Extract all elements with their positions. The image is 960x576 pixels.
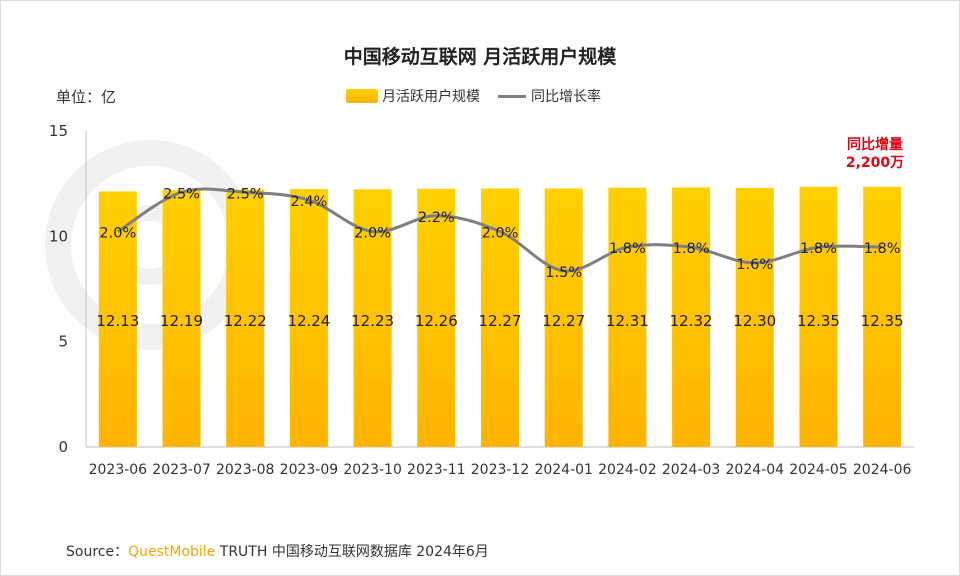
rate-point-label: 1.8% [800, 241, 837, 257]
y-tick-label: 15 [49, 122, 68, 140]
x-tick-label: 2023-12 [471, 462, 530, 478]
bar [672, 187, 711, 447]
bar-value-label: 12.26 [415, 312, 458, 330]
x-tick-label: 2024-06 [853, 462, 912, 478]
rate-point-label: 1.8% [673, 241, 710, 257]
bar-value-label: 12.35 [861, 312, 904, 330]
chart-title: 中国移动互联网 月活跃用户规模 [343, 46, 617, 68]
x-tick-label: 2023-08 [216, 462, 275, 478]
bar-value-label: 12.31 [606, 312, 649, 330]
bar-value-label: 12.32 [670, 312, 713, 330]
rate-point-label: 2.4% [291, 194, 328, 210]
rate-point-label: 2.5% [163, 186, 200, 202]
bar-value-label: 12.27 [479, 312, 522, 330]
legend-line-swatch [498, 94, 526, 98]
bar [98, 191, 137, 447]
bar-value-label: 12.22 [224, 312, 267, 330]
bar [863, 186, 902, 447]
y-tick-label: 0 [58, 438, 68, 456]
x-tick-label: 2024-01 [534, 462, 593, 478]
bar-value-label: 12.35 [797, 312, 840, 330]
x-tick-label: 2023-06 [89, 462, 148, 478]
bar [226, 189, 265, 447]
yoy-increase-annotation: 同比增量 2,200万 [830, 136, 920, 172]
x-tick-label: 2024-02 [598, 462, 657, 478]
bar [544, 188, 583, 447]
growth-rate-line [117, 187, 883, 273]
rate-point-label: 1.6% [736, 257, 773, 273]
rate-point-label: 2.0% [99, 226, 136, 242]
x-tick-label: 2023-09 [280, 462, 339, 478]
bar-value-label: 12.30 [733, 312, 776, 330]
bar [289, 189, 328, 448]
x-tick-label: 2023-10 [343, 462, 402, 478]
legend-line-label: 同比增长率 [531, 89, 601, 105]
x-tick-label: 2024-05 [789, 462, 848, 478]
bar-value-label: 12.13 [96, 312, 139, 330]
rate-point-label: 2.0% [482, 226, 519, 242]
bar-value-label: 12.24 [287, 312, 330, 330]
x-tick-label: 2023-11 [407, 462, 466, 478]
bar [799, 186, 838, 447]
legend-bar-swatch [346, 89, 378, 103]
rate-point-label: 1.8% [864, 241, 901, 257]
y-tick-label: 5 [58, 333, 68, 351]
rate-point-label: 1.8% [609, 241, 646, 257]
legend-bar-label: 月活跃用户规模 [382, 89, 480, 105]
x-tick-label: 2024-04 [726, 462, 785, 478]
source-note: Source：QuestMobile TRUTH 中国移动互联网数据库 2024… [66, 541, 489, 561]
rate-point-label: 1.5% [545, 265, 582, 281]
x-tick-label: 2023-07 [152, 462, 211, 478]
source-prefix: Source： [66, 544, 129, 560]
x-tick-label: 2024-03 [662, 462, 721, 478]
bar-value-label: 12.27 [542, 312, 585, 330]
bar [417, 188, 456, 448]
rate-point-label: 2.2% [418, 210, 455, 226]
rate-point-label: 2.5% [227, 186, 264, 202]
unit-label: 单位：亿 [56, 88, 117, 106]
bar-value-label: 12.23 [351, 312, 394, 330]
source-text: TRUTH 中国移动互联网数据库 2024年6月 [215, 544, 489, 560]
annotation-line1: 同比增量 [847, 137, 903, 153]
source-brand: QuestMobile [128, 544, 216, 560]
rate-point-label: 2.0% [354, 226, 391, 242]
annotation-line2: 2,200万 [845, 155, 905, 171]
y-tick-label: 10 [49, 227, 68, 245]
bar [162, 190, 201, 447]
bar-value-label: 12.19 [160, 312, 203, 330]
legend: 月活跃用户规模 同比增长率 [346, 86, 601, 106]
bar [608, 187, 647, 448]
bar [735, 187, 774, 447]
